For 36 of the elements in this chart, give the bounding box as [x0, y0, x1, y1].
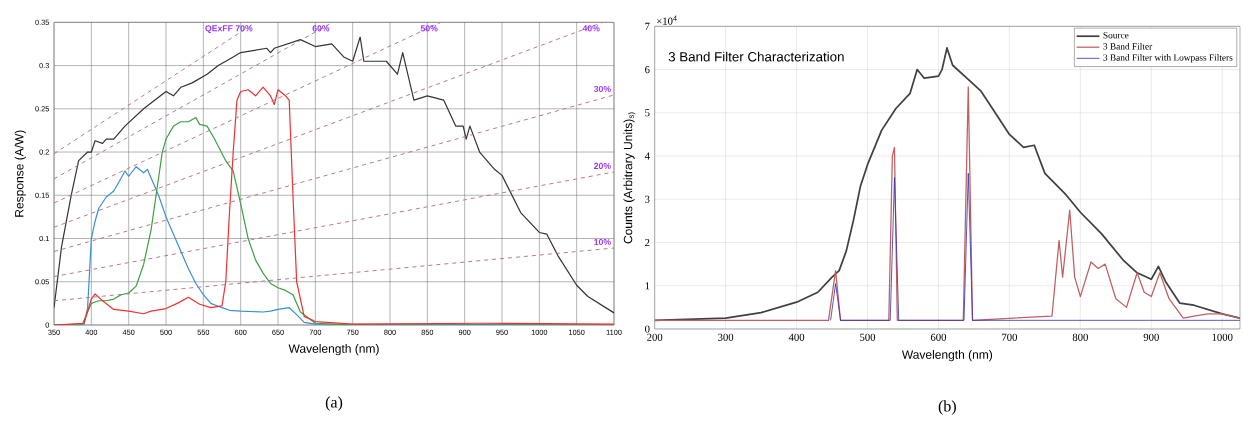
x-tick-label: 600 [930, 333, 947, 341]
x-tick-label: 800 [1072, 333, 1088, 341]
y-axis-title: Counts (Arbitrary Units)$_{s)}$ [623, 112, 636, 244]
x-tick-label: 500 [860, 333, 876, 341]
series-label: QExFF 70% [205, 25, 253, 34]
x-tick-label: 200 [647, 333, 663, 341]
y-tick-label: 4 [644, 152, 650, 160]
legend-label: Source [1103, 32, 1129, 39]
text: (b) [938, 400, 956, 415]
text: ×10$^{4}$ [657, 15, 677, 25]
series-label: 30% [593, 85, 611, 93]
x-axis-title: Wavelength (nm) [901, 350, 993, 362]
text: 3 Band Filter Characterization [668, 51, 844, 62]
series-label: 40% [582, 25, 600, 32]
legend-label: 3 Band Filter with Lowpass Filters [1103, 54, 1233, 63]
x-tick-label: 700 [1002, 333, 1018, 341]
series-label: 10% [594, 238, 611, 246]
y-tick-label: 6 [645, 65, 650, 74]
x-axis-title: Wavelength (nm) [288, 344, 379, 356]
x-tick-label: 900 [1143, 333, 1159, 341]
x-tick-label: 400 [788, 333, 805, 341]
y-tick-label: 7 [645, 22, 650, 30]
y-tick-label: 3 [645, 195, 650, 203]
y-axis-title: Response (A/W) [14, 130, 26, 217]
series-label: 60% [312, 25, 330, 32]
y-tick-label: 5 [645, 109, 650, 117]
series-label: 20% [594, 162, 611, 169]
text: (a) [325, 396, 343, 411]
legend-label: 3 Band Filter [1103, 42, 1153, 50]
line-series [830, 172, 1240, 321]
x-tick-label: 300 [718, 333, 734, 341]
x-tick-label: 1000 [1212, 333, 1233, 341]
series-label: 50% [420, 25, 438, 32]
y-tick-label: 1 [645, 282, 650, 290]
y-tick-label: 2 [645, 238, 650, 247]
y-tick-label: 0 [645, 325, 650, 333]
